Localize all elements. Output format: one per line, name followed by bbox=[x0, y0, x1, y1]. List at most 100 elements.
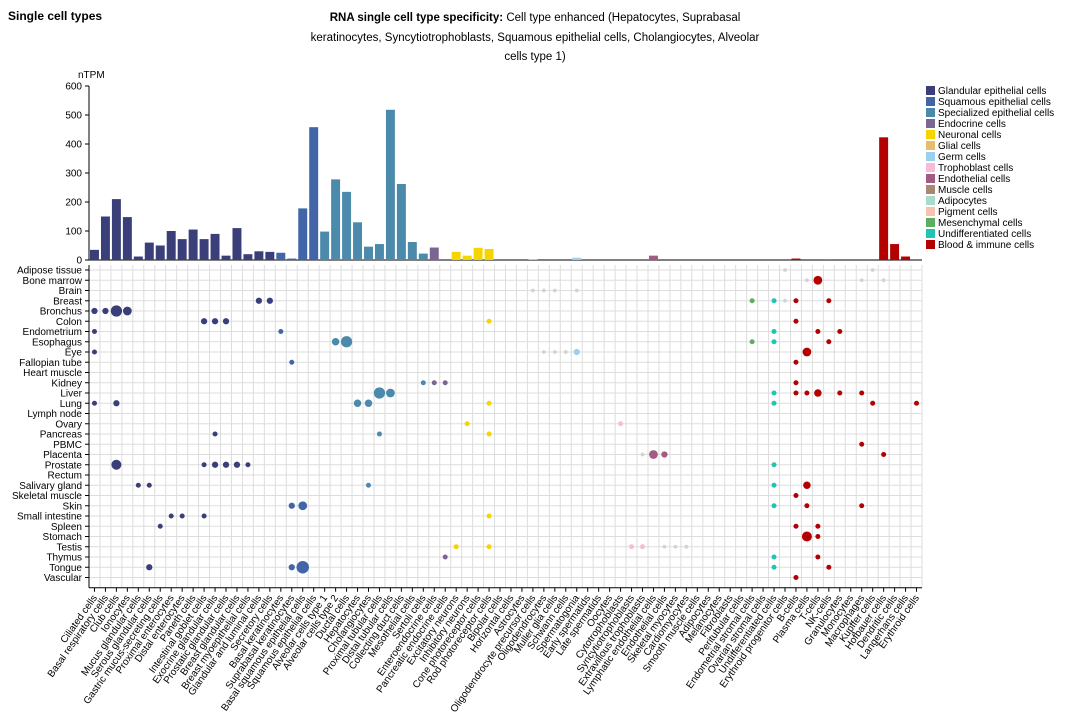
bubble bbox=[486, 400, 492, 406]
bar bbox=[144, 242, 154, 260]
bar bbox=[320, 231, 330, 260]
bar bbox=[177, 239, 187, 260]
bubble bbox=[266, 297, 273, 304]
bar-series bbox=[90, 109, 911, 261]
bubble bbox=[814, 389, 822, 397]
bar bbox=[331, 179, 341, 260]
bubble bbox=[771, 339, 777, 345]
legend-swatch bbox=[926, 196, 935, 205]
legend-entry: Blood & immune cells bbox=[938, 240, 1034, 251]
bubble bbox=[640, 544, 646, 550]
bubble bbox=[146, 564, 153, 571]
y-tick-label: 300 bbox=[65, 169, 82, 180]
legend-entry: Endothelial cells bbox=[938, 174, 1010, 185]
tissue-label: Colon bbox=[56, 317, 82, 328]
bubble bbox=[684, 544, 689, 549]
bubble bbox=[386, 388, 395, 398]
bubble bbox=[662, 544, 667, 549]
bubble bbox=[870, 400, 876, 406]
bar bbox=[407, 242, 417, 260]
legend-swatch bbox=[926, 240, 935, 249]
bar bbox=[232, 228, 242, 260]
bar bbox=[342, 191, 352, 260]
bubble bbox=[296, 561, 309, 574]
bubble bbox=[815, 534, 821, 539]
bubble bbox=[749, 339, 755, 345]
bubble bbox=[771, 329, 777, 334]
bubble bbox=[793, 380, 799, 386]
tissue-label: Bone marrow bbox=[23, 276, 83, 287]
bubble bbox=[815, 523, 821, 529]
bubble bbox=[179, 513, 185, 519]
bar bbox=[901, 256, 911, 260]
bubble bbox=[288, 502, 295, 509]
bubble bbox=[486, 513, 492, 519]
bubble bbox=[563, 350, 568, 354]
bar bbox=[791, 258, 801, 260]
bubble bbox=[870, 268, 875, 272]
bar bbox=[418, 253, 428, 260]
tissue-label: Skeletal muscle bbox=[12, 491, 82, 502]
bubble bbox=[486, 431, 492, 437]
bubble bbox=[771, 564, 777, 570]
tissue-label: Esophagus bbox=[32, 337, 82, 348]
legend-entry: Glandular epithelial cells bbox=[938, 86, 1046, 97]
bubble bbox=[340, 336, 353, 348]
bar bbox=[462, 255, 472, 260]
bubble bbox=[91, 400, 97, 406]
bar bbox=[353, 222, 363, 260]
legend-entry: Trophoblast cells bbox=[938, 163, 1013, 174]
bubble bbox=[815, 329, 821, 334]
bubble bbox=[673, 544, 678, 549]
bubble bbox=[826, 564, 832, 570]
bubble bbox=[331, 338, 340, 346]
bubble bbox=[914, 400, 920, 406]
bubble bbox=[826, 339, 832, 345]
legend-entry: Specialized epithelial cells bbox=[938, 108, 1054, 119]
tissue-label: Spleen bbox=[51, 522, 82, 533]
bubble bbox=[813, 275, 823, 285]
bubble bbox=[793, 318, 799, 324]
tissue-label: Endometrium bbox=[23, 327, 82, 338]
bubble bbox=[552, 288, 557, 293]
bubble bbox=[803, 481, 811, 489]
bar bbox=[122, 217, 132, 260]
bar bbox=[364, 246, 373, 260]
bar bbox=[133, 256, 143, 260]
bar bbox=[276, 252, 286, 260]
bubble bbox=[442, 554, 448, 560]
bubble bbox=[212, 431, 218, 437]
legend-swatch bbox=[926, 130, 935, 139]
bar bbox=[484, 248, 494, 260]
legend-entry: Muscle cells bbox=[938, 185, 992, 196]
bubble bbox=[278, 329, 284, 334]
bar bbox=[111, 199, 121, 260]
bar bbox=[298, 208, 308, 260]
bar bbox=[385, 109, 395, 260]
bubble bbox=[793, 575, 799, 580]
bar bbox=[429, 247, 439, 260]
legend-entry: Neuronal cells bbox=[938, 130, 1001, 141]
bubble bbox=[783, 268, 787, 272]
bubble bbox=[373, 387, 386, 399]
legend-entry: Endocrine cells bbox=[938, 119, 1006, 130]
bubble bbox=[91, 349, 97, 355]
bar bbox=[528, 259, 538, 260]
bubble bbox=[365, 482, 371, 488]
legend-swatch bbox=[926, 119, 935, 128]
bar bbox=[396, 184, 406, 260]
tissue-label: Bronchus bbox=[40, 307, 82, 318]
bar bbox=[188, 229, 198, 260]
tissue-label: PBMC bbox=[53, 440, 82, 451]
bubble bbox=[486, 544, 492, 550]
bubble bbox=[859, 278, 864, 283]
bubble bbox=[801, 531, 812, 542]
bubble bbox=[442, 380, 448, 386]
bar bbox=[221, 255, 231, 260]
tissue-label: Prostate bbox=[45, 460, 83, 471]
tissue-label: Ovary bbox=[55, 419, 82, 430]
bubble bbox=[146, 482, 152, 488]
bubble bbox=[805, 278, 809, 283]
tissue-label: Eye bbox=[65, 348, 83, 359]
bar bbox=[824, 259, 834, 260]
